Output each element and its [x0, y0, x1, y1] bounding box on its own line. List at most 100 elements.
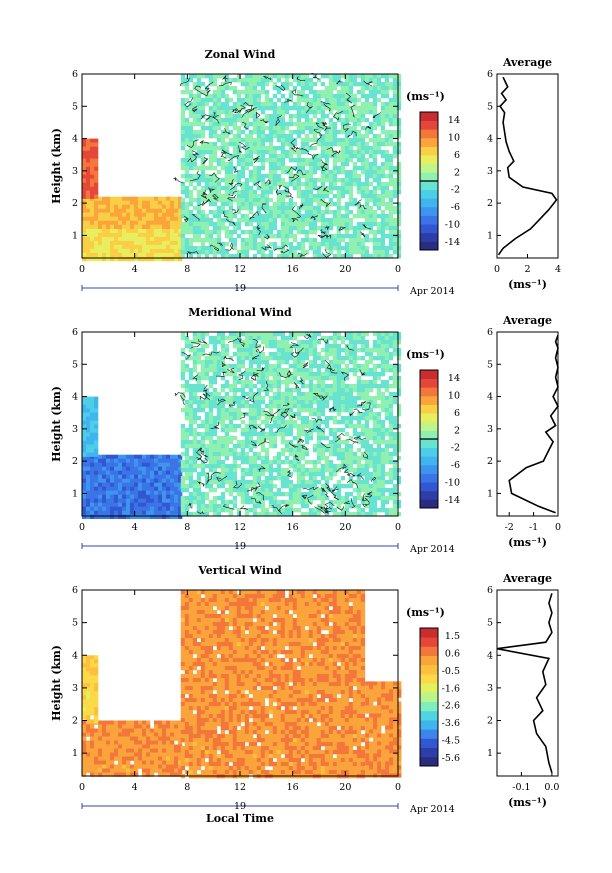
heatmap-cell	[192, 500, 198, 505]
heatmap-cell	[296, 206, 302, 211]
heatmap-cell	[300, 226, 306, 231]
heatmap-cell	[192, 384, 198, 389]
y-tick-label: 2	[72, 198, 78, 209]
heatmap-cell	[134, 248, 139, 254]
heatmap-cell	[296, 158, 302, 163]
heatmap-cell	[324, 178, 330, 183]
heatmap-cell	[340, 98, 346, 103]
heatmap-cell	[200, 210, 206, 215]
heatmap-cell	[276, 158, 282, 163]
average-y-tick-label: 3	[487, 166, 493, 177]
heatmap-cell	[284, 170, 290, 175]
heatmap-cell	[166, 482, 171, 487]
heatmap-cell	[332, 170, 338, 175]
contour-line	[320, 234, 332, 239]
heatmap-cell	[228, 488, 234, 493]
heatmap-cell	[316, 424, 322, 429]
heatmap-cell	[288, 222, 294, 227]
heatmap-cell	[228, 492, 234, 497]
heatmap-cell	[352, 134, 358, 139]
heatmap-cell	[252, 336, 258, 341]
heatmap-cell	[138, 494, 143, 499]
heatmap-cell	[304, 432, 310, 437]
heatmap-cell	[240, 440, 246, 445]
heatmap-cell	[126, 216, 131, 221]
heatmap-cell	[344, 162, 350, 167]
heatmap-cell	[380, 90, 386, 95]
heatmap-cell	[236, 344, 242, 349]
heatmap-cell	[380, 154, 386, 159]
heatmap-cell	[126, 490, 131, 495]
heatmap-cell	[276, 452, 282, 457]
heatmap-cell	[82, 220, 87, 225]
heatmap-cell	[204, 376, 210, 381]
heatmap-cell	[332, 82, 338, 87]
heatmap-cell	[368, 352, 374, 357]
heatmap-cell	[284, 242, 290, 247]
heatmap-cell	[252, 254, 258, 259]
heatmap-cell	[264, 512, 270, 517]
heatmap-cell	[192, 488, 198, 493]
heatmap-cell	[296, 246, 302, 251]
heatmap-cell	[336, 202, 342, 207]
heatmap-cell	[272, 122, 278, 127]
heatmap-cell	[188, 202, 194, 207]
heatmap-cell	[106, 236, 111, 242]
heatmap-cell	[268, 162, 274, 167]
heatmap-cell	[224, 480, 230, 485]
heatmap-cell	[356, 186, 362, 191]
heatmap-cell	[248, 162, 254, 167]
heatmap-cell	[356, 488, 362, 493]
heatmap-cell	[184, 238, 190, 243]
heatmap-cell	[94, 216, 99, 221]
heatmap-cell	[336, 190, 342, 195]
heatmap-cell	[372, 98, 378, 103]
heatmap-cell	[200, 238, 206, 243]
heatmap-cell	[228, 448, 234, 453]
heatmap-cell	[264, 468, 270, 473]
contour-line	[225, 219, 236, 226]
heatmap-cell	[304, 198, 310, 203]
heatmap-cell	[212, 242, 218, 247]
heatmap-cell	[264, 332, 270, 337]
heatmap-cell	[178, 506, 183, 511]
heatmap-cell	[154, 474, 159, 479]
heatmap-cell	[118, 236, 123, 242]
heatmap-cell	[110, 498, 115, 503]
heatmap-cell	[248, 380, 254, 385]
heatmap-cell	[240, 456, 246, 461]
heatmap-cell	[256, 158, 262, 163]
heatmap-cell	[332, 242, 338, 247]
heatmap-cell	[312, 412, 318, 417]
contour-line	[261, 244, 272, 251]
heatmap-cell	[300, 222, 306, 227]
heatmap-cell	[396, 118, 402, 123]
heatmap-cell	[364, 118, 370, 123]
heatmap-cell	[252, 332, 258, 337]
heatmap-cell	[388, 230, 394, 235]
heatmap-cell	[180, 190, 186, 195]
heatmap-cell	[232, 376, 238, 381]
heatmap-cell	[272, 218, 278, 223]
heatmap-cell	[142, 498, 147, 503]
heatmap-cell	[228, 436, 234, 441]
heatmap-cell	[196, 348, 202, 353]
heatmap-cell	[284, 352, 290, 357]
heatmap-cell	[320, 94, 326, 99]
heatmap-cell	[268, 218, 274, 223]
heatmap-cell	[276, 504, 282, 509]
heatmap-cell	[356, 416, 362, 421]
heatmap-cell	[304, 106, 310, 111]
heatmap-cell	[328, 468, 334, 473]
heatmap-cell	[188, 388, 194, 393]
heatmap-cell	[200, 440, 206, 445]
heatmap-cell	[248, 234, 254, 239]
heatmap-cell	[352, 460, 358, 465]
heatmap-cell	[296, 488, 302, 493]
heatmap-cell	[114, 208, 119, 213]
heatmap-cell	[312, 122, 318, 127]
heatmap-cell	[150, 232, 155, 238]
contour-line	[260, 119, 269, 124]
heatmap-cell	[196, 234, 202, 239]
